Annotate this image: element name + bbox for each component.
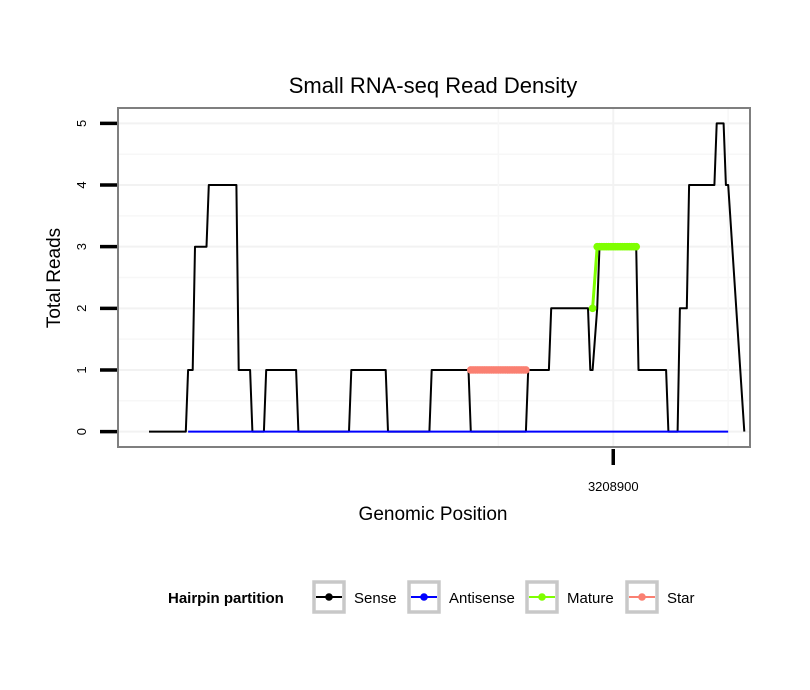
- legend-key-point: [325, 593, 333, 601]
- y-axis-title: Total Reads: [44, 228, 65, 328]
- x-axis-title: Genomic Position: [359, 504, 508, 525]
- legend-label-mature: Mature: [567, 590, 614, 607]
- legend-key-point: [420, 593, 428, 601]
- chart-title: Small RNA-seq Read Density: [289, 73, 578, 98]
- legend-key-point: [638, 593, 646, 601]
- legend-title: Hairpin partition: [168, 590, 284, 607]
- data-point-star: [522, 366, 530, 374]
- legend-items: Sense Antisense Mature Star: [312, 580, 695, 614]
- series-line-sense: [149, 122, 746, 433]
- legend-label-antisense: Antisense: [449, 590, 515, 607]
- y-axis: 0 1 2 3 4 5: [74, 120, 117, 435]
- series-layer: [149, 122, 746, 433]
- y-tick-label: 1: [74, 366, 89, 373]
- data-point-mature: [632, 242, 641, 251]
- y-tick-label: 0: [74, 428, 89, 435]
- y-tick-label: 5: [74, 120, 89, 127]
- x-tick-label: 3208900: [588, 479, 639, 494]
- grid: [118, 108, 750, 447]
- y-tick-label: 3: [74, 243, 89, 250]
- legend-key-point: [538, 593, 546, 601]
- legend-item-antisense: Antisense: [407, 580, 515, 614]
- legend-item-star: Star: [625, 580, 695, 614]
- legend-item-mature: Mature: [525, 580, 614, 614]
- legend: Hairpin partition Sense Antisense Mature St…: [168, 580, 695, 614]
- legend-item-sense: Sense: [312, 580, 397, 614]
- legend-label-sense: Sense: [354, 590, 397, 607]
- y-tick-label: 4: [74, 181, 89, 188]
- data-point-mature: [588, 304, 597, 313]
- legend-label-star: Star: [667, 590, 695, 607]
- plot-panel-border: [117, 107, 751, 448]
- x-axis: 32089003208800: [588, 449, 639, 494]
- y-tick-label: 2: [74, 305, 89, 312]
